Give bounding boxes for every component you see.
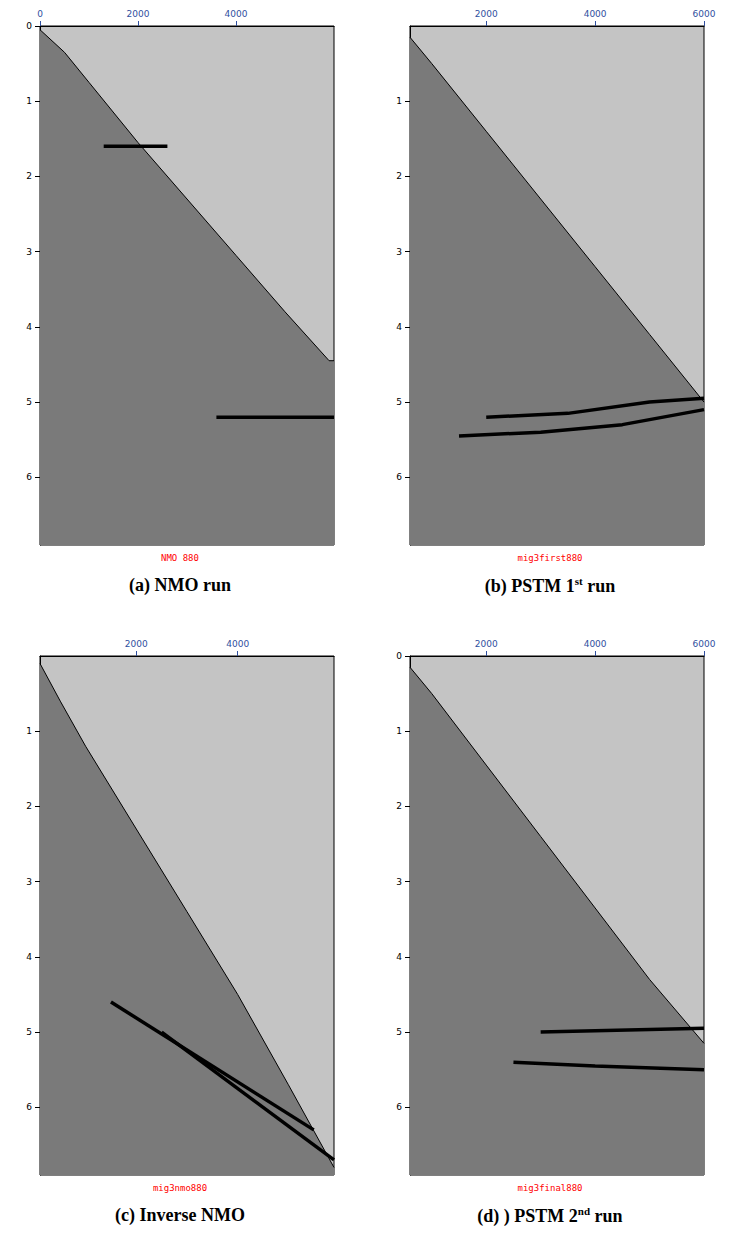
svg-text:1: 1 [396, 96, 402, 106]
svg-text:2: 2 [396, 171, 402, 181]
svg-text:6000: 6000 [693, 9, 716, 19]
svg-text:2: 2 [26, 801, 32, 811]
svg-text:0: 0 [396, 651, 402, 661]
svg-text:4: 4 [396, 952, 402, 962]
svg-text:2: 2 [396, 801, 402, 811]
svg-text:5: 5 [26, 1027, 32, 1037]
svg-text:mig3final880: mig3final880 [517, 1183, 582, 1193]
svg-text:6: 6 [26, 1102, 32, 1112]
svg-text:2000: 2000 [127, 9, 150, 19]
svg-text:1: 1 [26, 726, 32, 736]
svg-text:1: 1 [396, 726, 402, 736]
html-text:(d) ) PSTM 2ndrun: (d) ) PSTM 2ndrun [477, 1205, 623, 1226]
svg-text:6000: 6000 [693, 639, 716, 649]
svg-text:0: 0 [37, 9, 43, 19]
svg-text:0: 0 [26, 21, 32, 31]
svg-text:4: 4 [26, 952, 32, 962]
svg-text:3: 3 [396, 877, 402, 887]
svg-text:mig3nmo880: mig3nmo880 [153, 1183, 207, 1193]
svg-text:2000: 2000 [125, 639, 148, 649]
svg-text:3: 3 [26, 247, 32, 257]
svg-text:2000: 2000 [475, 639, 498, 649]
svg-text:1: 1 [26, 96, 32, 106]
svg-text:6: 6 [26, 472, 32, 482]
svg-text:4000: 4000 [225, 9, 248, 19]
svg-text:6: 6 [396, 1102, 402, 1112]
svg-text:5: 5 [396, 1027, 402, 1037]
svg-text:4000: 4000 [584, 9, 607, 19]
svg-text:mig3first880: mig3first880 [517, 553, 582, 563]
svg-text:4000: 4000 [226, 639, 249, 649]
html-text:(c) Inverse NMO: (c) Inverse NMO [115, 1205, 245, 1225]
html-text:(b) PSTM 1strun: (b) PSTM 1strun [484, 575, 616, 596]
svg-text:3: 3 [26, 877, 32, 887]
svg-text:4: 4 [396, 322, 402, 332]
svg-text:5: 5 [396, 397, 402, 407]
html-text:(a) NMO run: (a) NMO run [129, 575, 231, 595]
svg-text:4000: 4000 [584, 639, 607, 649]
svg-text:2000: 2000 [475, 9, 498, 19]
svg-text:6: 6 [396, 472, 402, 482]
svg-text:2: 2 [26, 171, 32, 181]
svg-text:NMO 880: NMO 880 [161, 553, 199, 563]
svg-text:5: 5 [26, 397, 32, 407]
svg-text:4: 4 [26, 322, 32, 332]
svg-text:3: 3 [396, 247, 402, 257]
